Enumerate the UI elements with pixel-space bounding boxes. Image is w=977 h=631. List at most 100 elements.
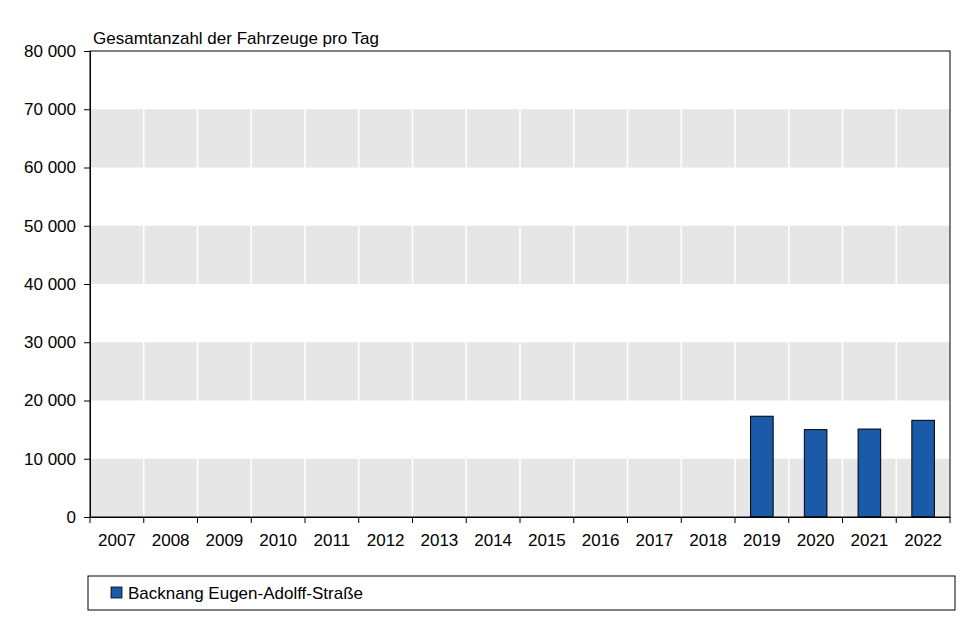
- x-tick-label: 2008: [152, 531, 190, 550]
- grid-line-vertical: [734, 51, 736, 517]
- x-tick-label: 2013: [420, 531, 458, 550]
- grid-line-vertical: [896, 51, 898, 517]
- grid-line-vertical: [573, 51, 575, 517]
- grid-line-vertical: [627, 51, 629, 517]
- y-tick-label: 30 000: [24, 333, 76, 352]
- x-boundary-tick: [90, 517, 91, 523]
- y-tick-label: 40 000: [24, 275, 76, 294]
- x-tick-label: 2019: [743, 531, 781, 550]
- y-tick-mark: [84, 168, 90, 169]
- x-tick: 2021: [850, 517, 888, 550]
- x-tick-label: 2011: [314, 531, 351, 550]
- bar: [912, 420, 935, 517]
- x-tick: 2013: [420, 517, 458, 550]
- x-tick-label: 2017: [635, 531, 673, 550]
- x-tick: 2010: [259, 517, 297, 550]
- grid: [90, 51, 950, 517]
- x-boundary-tick: [627, 517, 628, 523]
- grid-line-vertical: [304, 51, 306, 517]
- y-tick-mark: [84, 284, 90, 285]
- legend-label: Backnang Eugen-Adolff-Straße: [128, 584, 363, 603]
- bars: [751, 416, 935, 517]
- grid-line-vertical: [842, 51, 844, 517]
- x-tick: 2008: [152, 517, 190, 550]
- y-tick: 40 000: [24, 275, 90, 294]
- x-tick-label: 2022: [904, 531, 942, 550]
- x-tick-label: 2020: [797, 531, 835, 550]
- x-boundary-tick: [412, 517, 413, 523]
- grid-line-vertical: [519, 51, 521, 517]
- bar: [804, 430, 827, 517]
- y-axis-line: [84, 52, 91, 518]
- x-tick: 2019: [743, 517, 781, 550]
- y-tick-mark: [84, 51, 90, 52]
- y-tick: 80 000: [24, 42, 90, 61]
- x-tick-label: 2021: [850, 531, 888, 550]
- x-boundary-tick: [143, 517, 144, 523]
- y-tick: 0: [67, 508, 90, 527]
- grid-line-vertical: [681, 51, 683, 517]
- y-tick-mark: [84, 226, 90, 227]
- grid-line-vertical: [358, 51, 360, 517]
- legend: Backnang Eugen-Adolff-Straße: [88, 576, 955, 610]
- x-tick-label: 2015: [528, 531, 566, 550]
- x-tick-label: 2018: [689, 531, 727, 550]
- y-tick-label: 10 000: [24, 450, 76, 469]
- y-tick: 20 000: [24, 391, 90, 410]
- plot: 0 10 000 20 000 30 000 40 000 50 000 60 000 70 …: [24, 42, 951, 550]
- x-tick: 2014: [474, 517, 512, 550]
- x-tick: 2009: [205, 517, 243, 550]
- chart: 0 10 000 20 000 30 000 40 000 50 000 60 000 70 …: [0, 0, 977, 631]
- plot-frame: [90, 51, 950, 517]
- x-boundary-tick: [197, 517, 198, 523]
- y-tick-mark: [84, 401, 90, 402]
- y-tick-label: 60 000: [24, 158, 76, 177]
- grid-line-vertical: [143, 51, 145, 517]
- y-tick: 70 000: [24, 100, 90, 119]
- x-boundary-tick: [896, 517, 897, 523]
- y-tick: 50 000: [24, 217, 90, 236]
- x-tick: 2018: [689, 517, 727, 550]
- grid-line-vertical: [251, 51, 253, 517]
- x-axis: 2007 2008 2009 2010 2011 2012 2013 2014 2015 2016…: [90, 517, 951, 550]
- x-boundary-tick: [305, 517, 306, 523]
- x-tick: 2020: [797, 517, 835, 550]
- x-boundary-tick: [950, 517, 951, 523]
- x-tick-label: 2014: [474, 531, 512, 550]
- y-tick-label: 20 000: [24, 391, 76, 410]
- x-boundary-tick: [735, 517, 736, 523]
- y-tick-mark: [84, 342, 90, 343]
- x-boundary-tick: [681, 517, 682, 523]
- legend-box: [88, 576, 955, 610]
- grid-line-vertical: [788, 51, 790, 517]
- y-tick: 60 000: [24, 158, 90, 177]
- y-tick-mark: [84, 517, 90, 518]
- bar: [751, 416, 774, 517]
- x-tick-label: 2010: [259, 531, 297, 550]
- x-tick: 2016: [582, 517, 620, 550]
- x-boundary-tick: [358, 517, 359, 523]
- x-boundary-tick: [251, 517, 252, 523]
- x-tick: 2007: [98, 517, 136, 550]
- y-axis: 0 10 000 20 000 30 000 40 000 50 000 60 000 70 …: [24, 42, 91, 527]
- y-tick-mark: [84, 459, 90, 460]
- y-tick: 10 000: [24, 450, 90, 469]
- x-boundary-tick: [842, 517, 843, 523]
- x-tick-label: 2016: [582, 531, 620, 550]
- y-tick-mark: [84, 109, 90, 110]
- y-tick-label: 80 000: [24, 42, 76, 61]
- x-tick: 2017: [635, 517, 673, 550]
- x-tick-label: 2009: [205, 531, 243, 550]
- y-tick-label: 50 000: [24, 217, 76, 236]
- x-tick: 2012: [367, 517, 405, 550]
- x-tick-label: 2007: [98, 531, 136, 550]
- x-tick: 2015: [528, 517, 566, 550]
- y-tick-label: 70 000: [24, 100, 76, 119]
- x-tick: 2011: [314, 517, 351, 550]
- grid-line-vertical: [412, 51, 414, 517]
- x-tick-label: 2012: [367, 531, 405, 550]
- x-boundary-tick: [573, 517, 574, 523]
- legend-swatch: [111, 587, 122, 598]
- grid-line-vertical: [197, 51, 199, 517]
- y-tick-label: 0: [67, 508, 76, 527]
